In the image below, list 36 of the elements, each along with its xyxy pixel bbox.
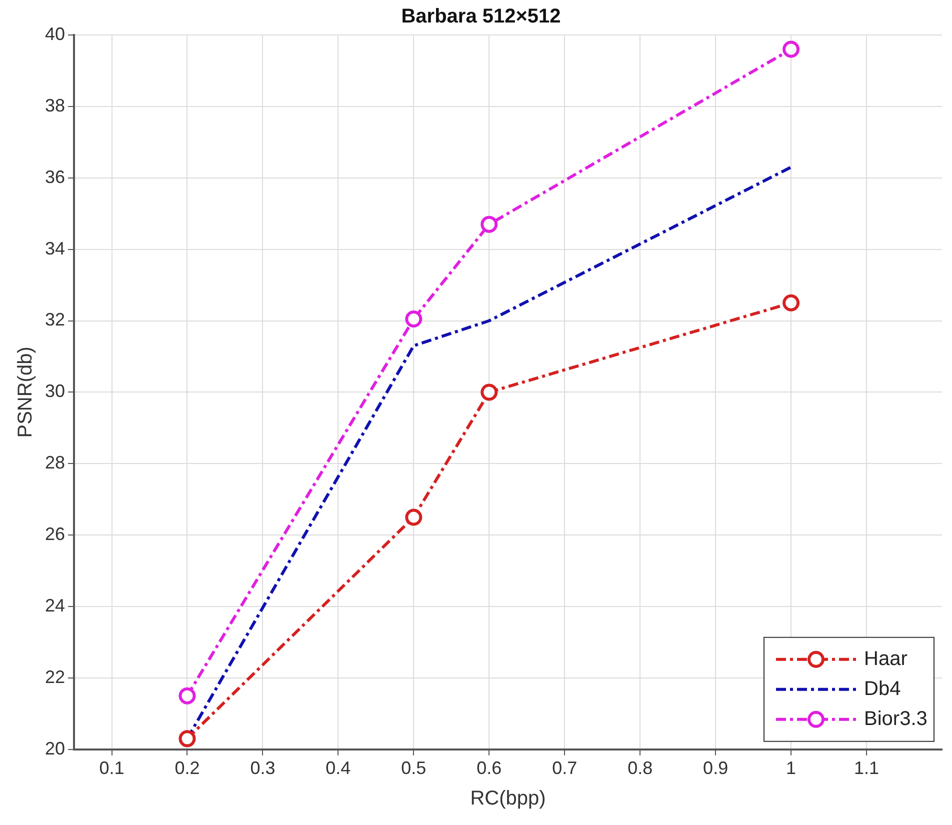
x-tick-label: 0.8 <box>628 758 653 778</box>
point <box>782 294 800 312</box>
legend-label: Haar <box>864 648 908 670</box>
y-tick-label: 30 <box>44 381 66 402</box>
x-tick-label: 0.3 <box>250 758 276 778</box>
x-tick-label: 0.5 <box>401 758 426 778</box>
legend-label: Db4 <box>864 678 901 700</box>
point <box>178 687 196 704</box>
x-tick-label: 0.4 <box>326 758 351 778</box>
y-tick-label: 20 <box>44 738 66 758</box>
y-tick-label: 24 <box>44 595 66 616</box>
point <box>405 508 422 526</box>
y-axis-title: PSNR(db) <box>14 346 37 438</box>
y-tick-label: 40 <box>44 24 66 44</box>
y-tick-label: 36 <box>44 166 66 187</box>
y-tick-label: 28 <box>44 452 66 473</box>
y-tick-label: 38 <box>44 95 66 116</box>
y-tick-label: 26 <box>44 524 66 544</box>
legend-label: Bior3.3 <box>864 708 928 730</box>
y-tick-label: 32 <box>44 310 66 330</box>
point <box>178 730 196 748</box>
point <box>405 310 422 328</box>
point <box>480 216 498 233</box>
x-tick-label: 0.2 <box>174 758 200 778</box>
x-axis-title: RC(bpp) <box>470 788 546 810</box>
point <box>480 384 498 401</box>
x-tick-label: 1.1 <box>854 758 880 778</box>
x-tick-label: 0.9 <box>703 758 728 778</box>
x-tick-label: 1 <box>786 758 796 778</box>
x-tick-label: 0.1 <box>99 758 124 778</box>
point <box>782 40 800 58</box>
x-tick-label: 0.6 <box>476 758 502 778</box>
x-tick-label: 0.7 <box>552 758 578 778</box>
y-tick-label: 34 <box>44 238 66 258</box>
chart-title: Barbara 512×512 <box>401 6 561 28</box>
y-tick-label: 22 <box>44 666 66 687</box>
